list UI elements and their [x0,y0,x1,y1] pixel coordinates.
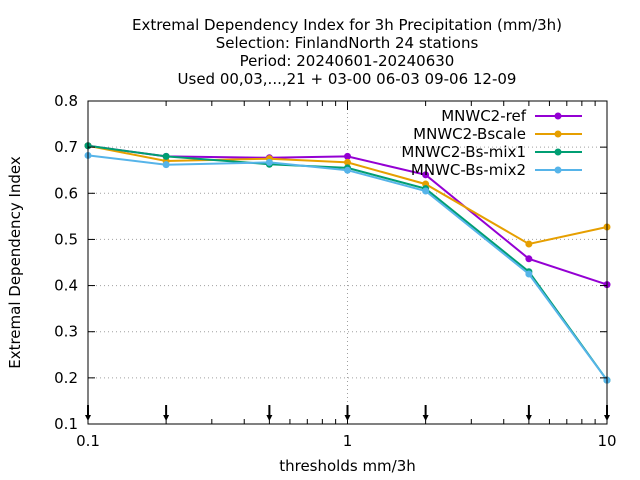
title-line-3: Period: 20240601-20240630 [240,52,455,70]
y-tick-label: 0.5 [54,230,78,248]
x-tick-label: 1 [343,432,353,450]
legend-marker-1 [554,112,562,120]
legend-label-4: MNWC-Bs-mix2 [411,161,526,179]
threshold-arrow-head [422,415,429,421]
threshold-arrow-head [163,415,170,421]
legend-marker-2 [554,130,562,138]
series-1-point [344,152,351,160]
x-tick-label: 0.1 [76,432,100,450]
series-4-point [422,187,430,195]
series-3-point [162,152,170,160]
plot-data [84,142,611,384]
legend-marker-4 [554,166,562,174]
series-1-point [525,255,533,263]
title-line-2: Selection: FinlandNorth 24 stations [216,34,479,52]
series-1-point [422,171,430,179]
legend-label-1: MNWC2-ref [441,107,526,125]
series-2-point [344,158,351,166]
legend-label-2: MNWC2-Bscale [413,125,526,143]
y-tick-label: 0.8 [54,92,78,110]
y-tick-label: 0.3 [54,323,78,341]
legend: MNWC2-refMNWC2-BscaleMNWC2-Bs-mix1MNWC-B… [401,107,582,179]
series-4-point [344,166,351,174]
threshold-arrow-head [266,415,273,421]
y-axis-label: Extremal Dependency Index [6,156,24,369]
title-line-1: Extremal Dependency Index for 3h Precipi… [132,16,562,34]
x-axis-label: thresholds mm/3h [279,457,416,475]
y-tick-label: 0.4 [54,277,78,295]
grid-lines [88,101,607,424]
axes: 0.1 0.2 0.3 0.4 0.5 0.6 0.7 0.8 0.1 1 10 [54,92,616,450]
series-4-point [265,158,273,166]
series-2-point [525,240,533,248]
series-4-point [162,161,170,169]
legend-marker-3 [554,148,562,156]
legend-label-3: MNWC2-Bs-mix1 [401,143,526,161]
threshold-arrow-head [525,415,532,421]
y-tick-label: 0.1 [54,415,78,433]
y-tick-label: 0.6 [54,184,78,202]
y-tick-label: 0.2 [54,369,78,387]
title-line-4: Used 00,03,...,21 + 03-00 06-03 09-06 12… [178,70,517,88]
chart-title: Extremal Dependency Index for 3h Precipi… [132,16,562,88]
y-tick-label: 0.7 [54,138,78,156]
x-tick-label: 10 [597,432,616,450]
series-4-point [525,270,533,278]
